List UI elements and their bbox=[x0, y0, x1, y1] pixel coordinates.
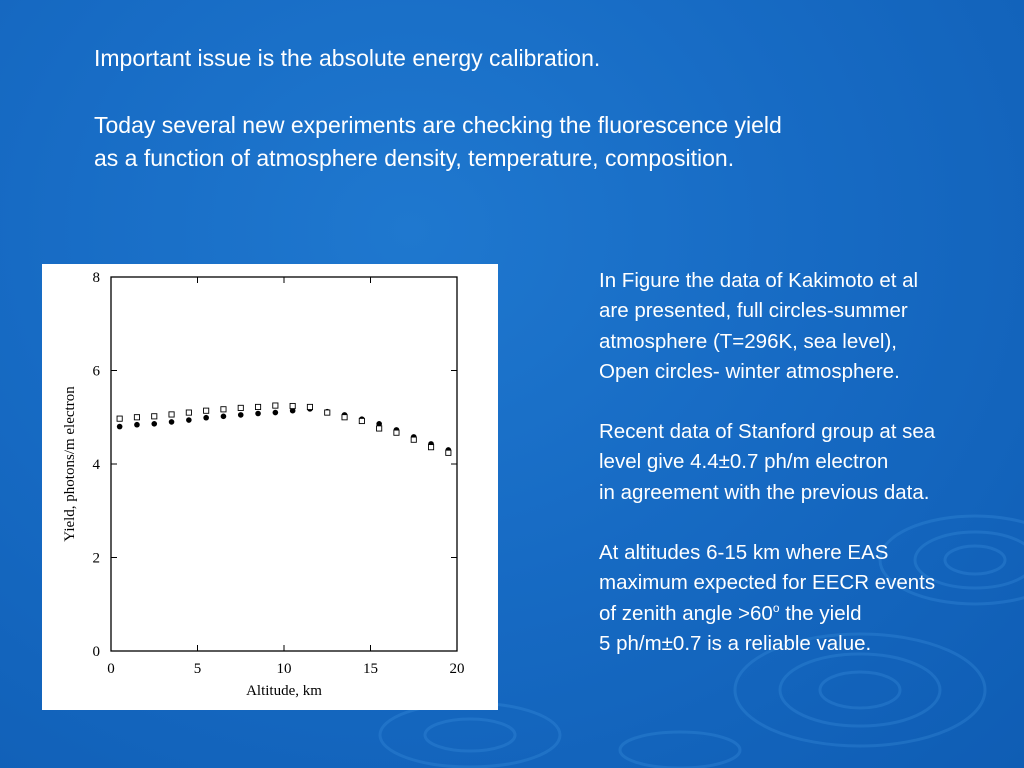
yield-vs-altitude-chart: 0 5 10 15 20 0 2 4 6 8 Altitude, km Yield, photons/… bbox=[62, 270, 465, 699]
zenith-text: of zenith angle >60 bbox=[599, 601, 773, 625]
data-point-open-square bbox=[220, 406, 227, 413]
data-point-open-square bbox=[289, 402, 296, 410]
data-point-filled-circle bbox=[237, 412, 244, 418]
text-line: 5 ph/m±0.7 is a reliable value. bbox=[599, 631, 872, 655]
chart-panel: 0 5 10 15 20 0 2 4 6 8 Altitude, km Yield, photons/… bbox=[42, 264, 498, 710]
data-point-open-square bbox=[133, 414, 140, 421]
data-point-open-square bbox=[358, 417, 365, 425]
y-tick-label: 2 bbox=[93, 551, 101, 567]
y-tick-label: 6 bbox=[93, 364, 101, 380]
data-point-open-square bbox=[237, 404, 244, 411]
x-tick-label: 0 bbox=[107, 661, 115, 677]
text-line: Today several new experiments are checki… bbox=[94, 112, 782, 138]
text-line: are presented, full circles-summer bbox=[599, 299, 908, 323]
top-text-block: Important issue is the absolute energy c… bbox=[94, 42, 994, 175]
text-line: as a function of atmosphere density, tem… bbox=[94, 145, 735, 171]
text-line: At altitudes 6-15 km where EAS bbox=[599, 541, 889, 565]
data-point-open-square bbox=[151, 413, 158, 420]
data-point-open-square bbox=[428, 444, 435, 451]
data-point-filled-circle bbox=[376, 420, 382, 427]
x-tick-label: 15 bbox=[363, 661, 378, 677]
y-tick-label: 4 bbox=[93, 457, 101, 473]
y-axis-label: Yield, photons/m electron bbox=[62, 386, 78, 542]
data-point-filled-circle bbox=[203, 414, 209, 421]
calibration-paragraph: Important issue is the absolute energy c… bbox=[94, 42, 994, 75]
x-axis-label: Altitude, km bbox=[246, 683, 322, 699]
x-tick-label: 20 bbox=[450, 661, 465, 677]
data-point-open-square bbox=[185, 409, 192, 416]
x-tick-label: 10 bbox=[277, 661, 292, 677]
text-line: In Figure the data of Kakimoto et al bbox=[599, 269, 919, 292]
data-point-open-square bbox=[393, 429, 400, 436]
yield-text: the yield bbox=[779, 601, 862, 625]
text-line: of zenith angle >60o the yield bbox=[599, 599, 1019, 629]
data-point-open-square bbox=[341, 414, 348, 421]
text-line: level give 4.4±0.7 ph/m electron bbox=[599, 450, 889, 474]
data-point-filled-circle bbox=[151, 420, 158, 427]
data-point-filled-circle bbox=[168, 419, 175, 425]
stanford-paragraph: Recent data of Stanford group at sea lev… bbox=[599, 417, 1019, 508]
y-tick-label: 8 bbox=[93, 270, 101, 286]
data-point-filled-circle bbox=[272, 409, 279, 416]
data-point-open-square bbox=[272, 402, 279, 409]
x-tick-label: 5 bbox=[194, 661, 202, 677]
altitude-paragraph: At altitudes 6-15 km where EAS maximum e… bbox=[599, 538, 1019, 659]
data-point-open-square bbox=[445, 449, 452, 456]
text-line: Open circles- winter atmosphere. bbox=[599, 359, 900, 383]
data-point-filled-circle bbox=[220, 413, 227, 420]
data-point-open-square bbox=[254, 403, 262, 411]
experiments-paragraph: Today several new experiments are checki… bbox=[94, 109, 994, 175]
data-point-filled-circle bbox=[255, 410, 261, 417]
data-point-open-square bbox=[168, 411, 175, 418]
text-line: Important issue is the absolute energy c… bbox=[94, 45, 601, 71]
text-line: in agreement with the previous data. bbox=[599, 480, 930, 504]
data-point-open-square bbox=[410, 436, 417, 443]
kakimoto-paragraph: In Figure the data of Kakimoto et al are… bbox=[599, 266, 1019, 387]
data-point-open-square bbox=[116, 415, 123, 422]
data-point-open-square bbox=[306, 403, 314, 411]
text-line: Recent data of Stanford group at sea bbox=[599, 420, 936, 444]
side-text-block: In Figure the data of Kakimoto et al are… bbox=[599, 266, 1019, 659]
data-point-open-square bbox=[203, 407, 210, 414]
data-point-open-square bbox=[324, 409, 331, 416]
data-point-filled-circle bbox=[186, 417, 192, 423]
data-point-filled-circle bbox=[134, 421, 140, 428]
plot-frame bbox=[110, 276, 458, 652]
y-tick-label: 0 bbox=[93, 644, 101, 660]
data-point-filled-circle bbox=[289, 407, 296, 414]
data-point-open-square bbox=[376, 425, 383, 432]
degree-superscript: o bbox=[772, 600, 780, 615]
text-line: maximum expected for EECR events bbox=[599, 571, 936, 595]
data-point-filled-circle bbox=[116, 423, 123, 430]
text-line: atmosphere (T=296K, sea level), bbox=[599, 329, 897, 353]
